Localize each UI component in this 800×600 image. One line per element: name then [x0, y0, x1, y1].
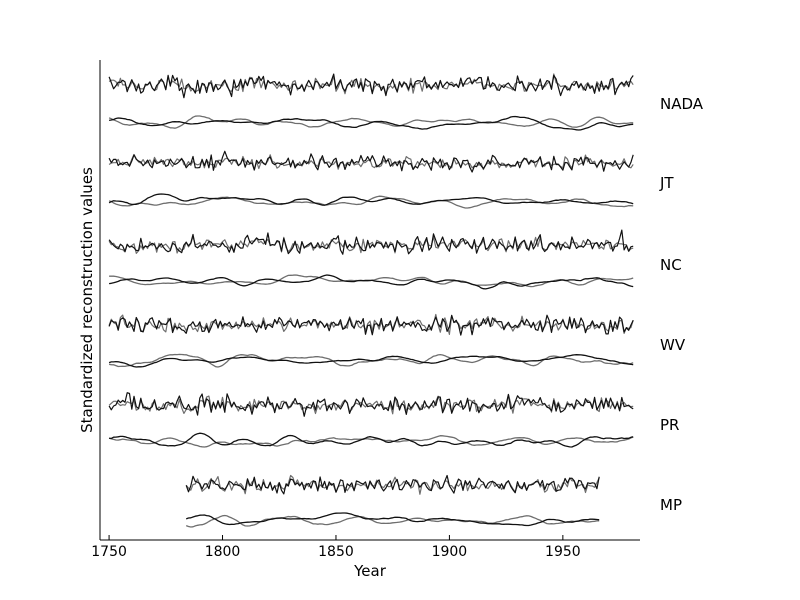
series-line-nada-smooth-gray — [108, 115, 634, 129]
series-line-wv-annual-gray — [108, 313, 634, 335]
series-label-wv: WV — [660, 336, 686, 354]
series-line-jt-smooth-black — [108, 193, 634, 206]
x-tick-label: 1900 — [432, 544, 468, 560]
series-label-pr: PR — [660, 416, 679, 434]
x-axis-label: Year — [353, 562, 387, 580]
series-line-jt-annual-black — [108, 150, 634, 173]
series-line-mp-smooth-gray — [185, 514, 600, 528]
series-label-nada: NADA — [660, 95, 704, 113]
series-line-pr-smooth-gray — [108, 435, 634, 448]
x-tick-label: 1850 — [318, 544, 354, 560]
series-line-pr-smooth-black — [109, 432, 634, 448]
series-line-nc-annual-black — [108, 229, 634, 255]
series-line-wv-smooth-black — [108, 354, 634, 368]
plot-lines — [108, 73, 634, 528]
series-line-nada-annual-black — [108, 73, 634, 99]
x-ticks: 1750 1800 1850 1900 1950 — [91, 535, 581, 560]
series-labels: NADA JT NC WV PR MP — [659, 95, 704, 514]
x-tick-label: 1800 — [205, 544, 241, 560]
y-axis-label: Standardized reconstruction values — [78, 167, 96, 433]
series-line-jt-smooth-gray — [108, 195, 634, 209]
series-line-pr-annual-black — [108, 392, 634, 417]
x-tick-label: 1750 — [91, 544, 127, 560]
x-tick-label: 1950 — [545, 544, 581, 560]
series-line-nada-smooth-black — [108, 115, 634, 131]
series-line-nc-smooth-black — [109, 274, 634, 290]
series-line-mp-smooth-black — [185, 512, 600, 527]
series-label-mp: MP — [660, 496, 682, 514]
series-line-wv-annual-black — [108, 314, 634, 336]
series-label-nc: NC — [660, 256, 682, 274]
series-line-mp-annual-gray — [185, 474, 600, 495]
series-line-jt-annual-gray — [108, 153, 634, 171]
series-line-mp-annual-black — [185, 474, 600, 495]
axes — [99, 60, 640, 541]
series-label-jt: JT — [659, 174, 674, 192]
